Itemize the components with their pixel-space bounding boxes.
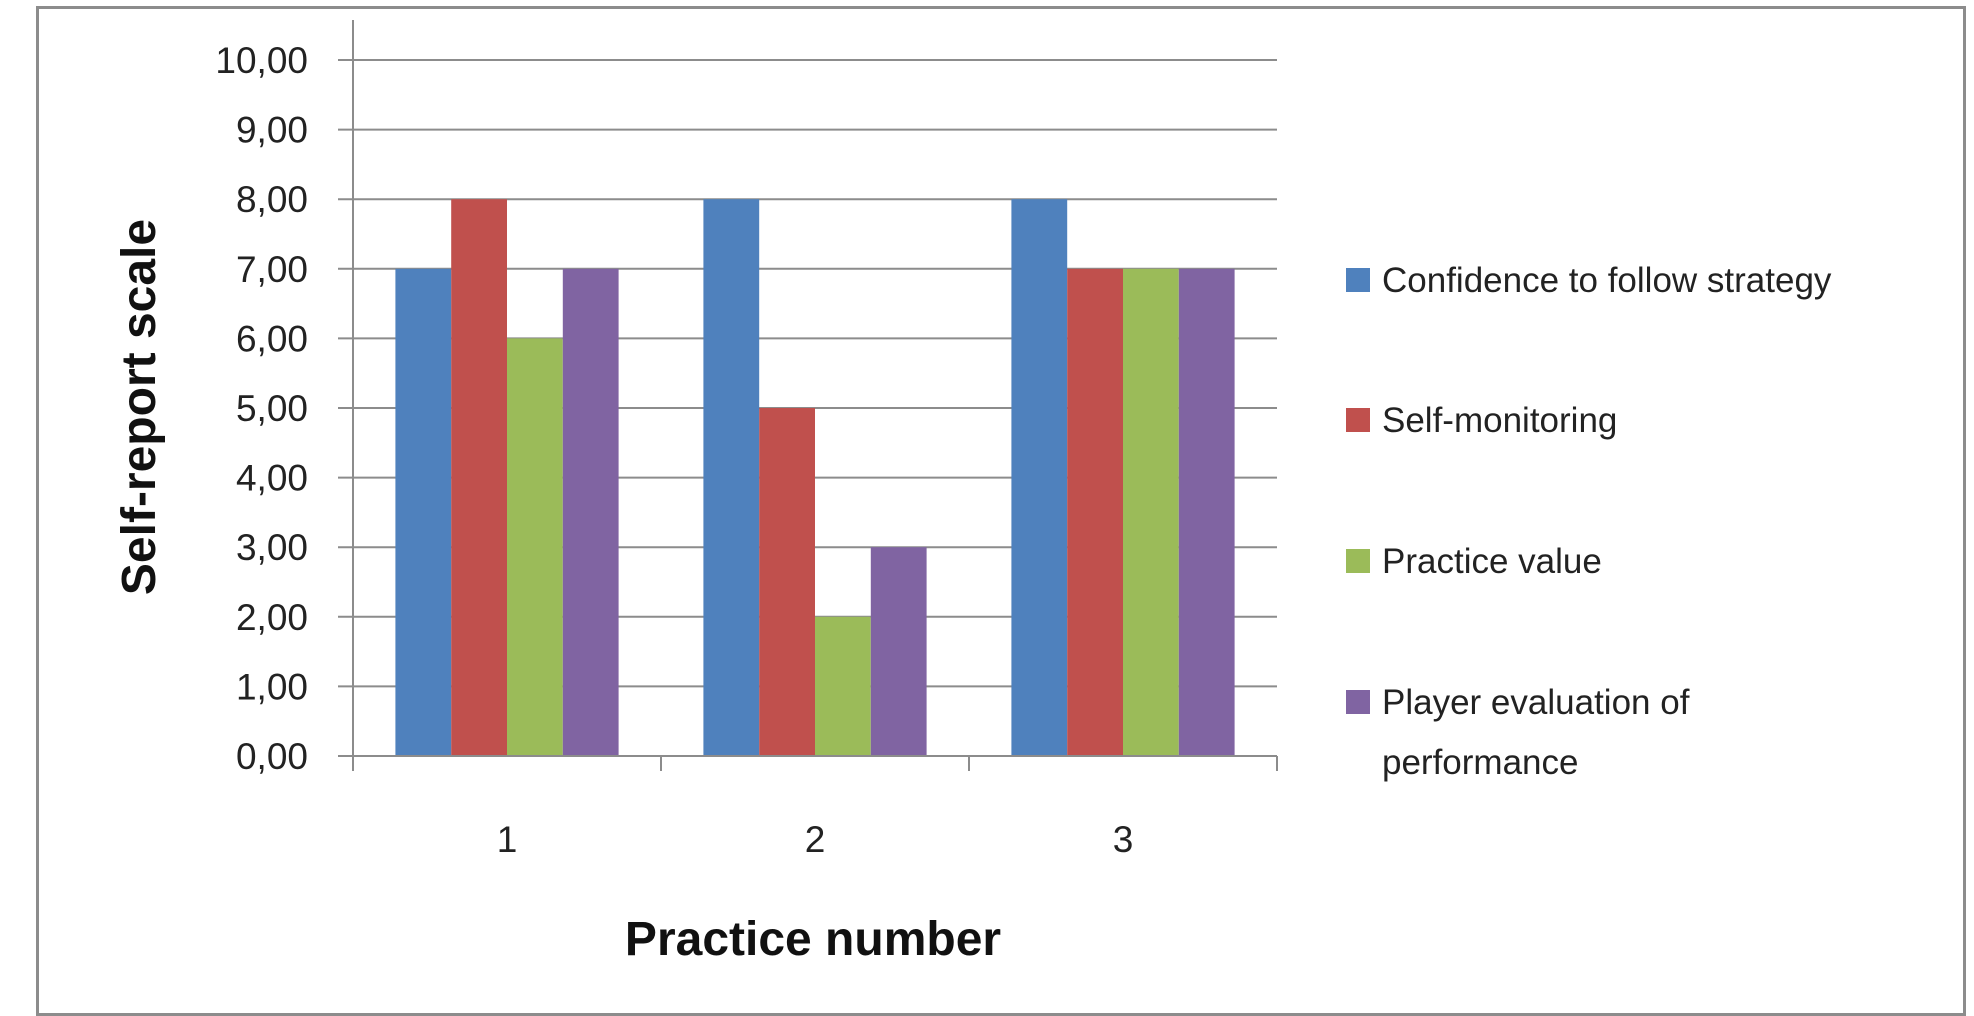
y-tick-label: 10,00 bbox=[215, 40, 308, 81]
y-tick-labels: 0,00 1,00 2,00 3,00 4,00 5,00 6,00 7,00 8,00 9,00… bbox=[215, 40, 308, 777]
y-tick-label: 1,00 bbox=[236, 666, 308, 707]
bar-3-category-2 bbox=[815, 616, 871, 756]
y-tick-label: 8,00 bbox=[236, 179, 308, 220]
legend-label: Confidence to follow strategy bbox=[1382, 261, 1832, 300]
bar-3-category-1 bbox=[507, 338, 563, 756]
axes bbox=[352, 20, 1278, 771]
bar-2-category-1 bbox=[451, 199, 507, 756]
legend: Confidence to follow strategy Self-monito… bbox=[1346, 261, 1832, 782]
x-tick-labels: 1 2 3 bbox=[497, 819, 1134, 860]
bar-1-category-1 bbox=[395, 268, 452, 756]
y-tick-label: 5,00 bbox=[236, 388, 308, 429]
bar-2-category-2 bbox=[759, 408, 815, 756]
y-tick-label: 4,00 bbox=[236, 458, 308, 499]
legend-swatch bbox=[1346, 549, 1370, 573]
y-tick-label: 9,00 bbox=[236, 110, 308, 151]
bar-4-category-3 bbox=[1178, 268, 1235, 756]
bar-1-category-3 bbox=[1011, 199, 1068, 756]
x-axis-title: Practice number bbox=[625, 913, 1001, 966]
bar-3-category-3 bbox=[1123, 268, 1179, 756]
x-tick-label: 3 bbox=[1113, 819, 1134, 860]
x-tick-label: 2 bbox=[805, 819, 826, 860]
y-tick-label: 3,00 bbox=[236, 527, 308, 568]
bar-4-category-1 bbox=[562, 268, 619, 756]
legend-swatch bbox=[1346, 690, 1370, 714]
y-tick-label: 7,00 bbox=[236, 249, 308, 290]
bar-1-category-2 bbox=[703, 199, 760, 756]
y-tick-label: 2,00 bbox=[236, 597, 308, 638]
legend-label: Self-monitoring bbox=[1382, 401, 1617, 440]
legend-label: Practice value bbox=[1382, 542, 1602, 581]
legend-swatch bbox=[1346, 268, 1370, 292]
x-tick-label: 1 bbox=[497, 819, 518, 860]
legend-label: Player evaluation of performance bbox=[1382, 683, 1690, 782]
bar-4-category-2 bbox=[870, 547, 927, 756]
y-tick-label: 0,00 bbox=[236, 736, 308, 777]
legend-swatch bbox=[1346, 408, 1370, 432]
y-tick-label: 6,00 bbox=[236, 318, 308, 359]
bar-2-category-3 bbox=[1067, 268, 1123, 756]
bars bbox=[395, 199, 1235, 756]
y-axis-title: Self-report scale bbox=[113, 219, 166, 595]
